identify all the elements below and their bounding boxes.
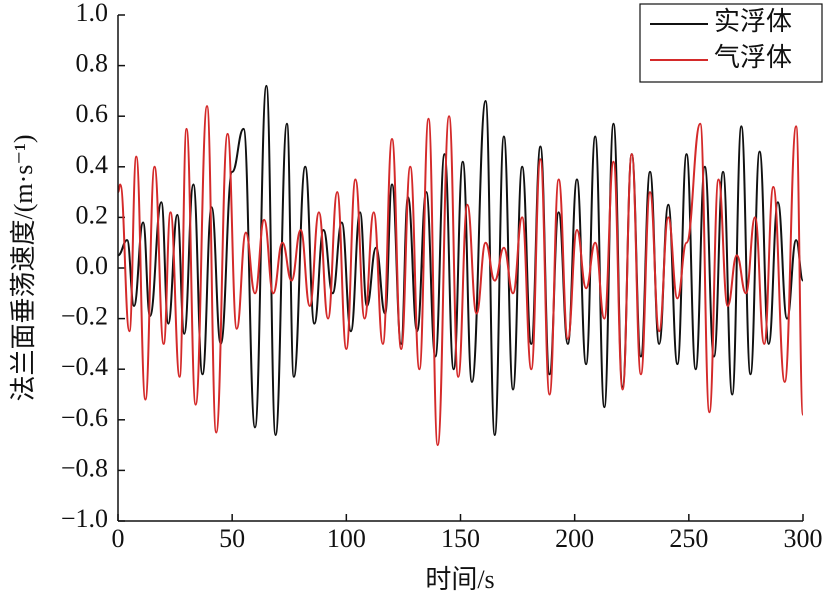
y-tick-label: 0.2: [76, 200, 109, 229]
y-tick-label: 0.8: [76, 49, 109, 78]
x-tick-label: 50: [219, 524, 245, 553]
series-line: [117, 105, 804, 447]
y-tick-label: −0.8: [61, 453, 108, 482]
x-axis-label: 时间/s: [425, 565, 494, 594]
x-tick-label: 150: [441, 524, 480, 553]
x-tick-label: 100: [327, 524, 366, 553]
y-tick-label: −0.4: [61, 352, 108, 381]
y-tick-label: −0.2: [61, 302, 108, 331]
legend-box: [639, 3, 823, 83]
y-axis-label: 法兰面垂荡速度/(m·s⁻¹): [9, 134, 38, 401]
legend-label: 气浮体: [714, 43, 792, 72]
y-tick-label: 0.4: [76, 150, 109, 179]
x-tick-label: 300: [784, 524, 823, 553]
y-tick-label: 0.6: [76, 99, 109, 128]
y-tick-label: −0.6: [61, 403, 108, 432]
y-tick-label: 1.0: [76, 0, 109, 27]
x-tick-label: 250: [669, 524, 708, 553]
legend-label: 实浮体: [714, 7, 792, 36]
y-tick-label: −1.0: [61, 504, 108, 533]
x-tick-label: 200: [555, 524, 594, 553]
series-line: [117, 84, 804, 436]
x-tick-label: 0: [112, 524, 125, 553]
y-tick-label: 0.0: [76, 251, 109, 280]
